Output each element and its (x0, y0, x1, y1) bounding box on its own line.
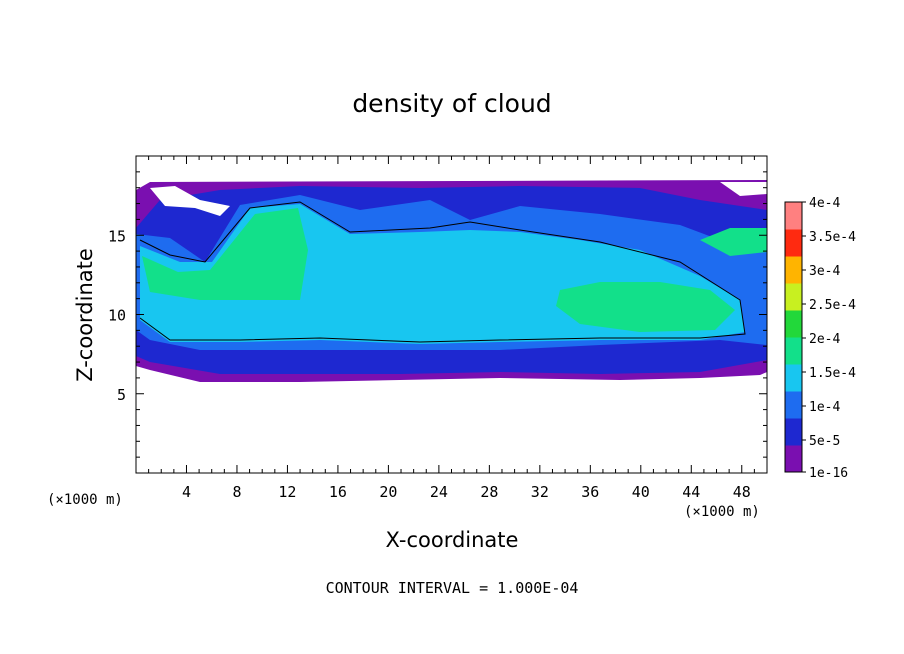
colorbar-label: 3e-4 (809, 264, 840, 279)
x-tick-label: 36 (581, 483, 599, 501)
colorbar-band (785, 364, 802, 392)
x-tick-label: 24 (430, 483, 448, 501)
x-tick-label: 8 (232, 483, 241, 501)
y-axis-label: Z-coordinate (73, 248, 97, 382)
colorbar: 4e-4 3.5e-4 3e-4 2.5e-4 2e-4 1.5e-4 1e-4 5e-5 1e… (784, 196, 856, 481)
colorbar-label: 1e-4 (809, 400, 840, 415)
y-tick-label: 5 (117, 386, 126, 404)
field-level-2e-4-east (556, 282, 735, 332)
field-hole-1e-16-east (720, 182, 767, 196)
colorbar-label: 2e-4 (809, 332, 840, 347)
x-tick-label: 28 (480, 483, 498, 501)
colorbar-band (785, 256, 802, 284)
x-tick-label: 48 (733, 483, 751, 501)
colorbar-label: 2.5e-4 (809, 298, 856, 313)
x-tick-label: 12 (278, 483, 296, 501)
colorbar-band (785, 337, 802, 365)
colorbar-band (785, 310, 802, 338)
field-level-2e-4-top (700, 228, 767, 256)
x-tick-label: 16 (329, 483, 347, 501)
y-axis-ticks: 5 10 15 (108, 171, 767, 458)
y-tick-label: 15 (108, 227, 126, 245)
colorbar-band (785, 391, 802, 419)
colorbar-frame (784, 201, 803, 473)
colorbar-band (785, 229, 802, 257)
x-tick-label: 20 (379, 483, 397, 501)
y-tick-label: 10 (108, 307, 126, 325)
cloud-density-field (136, 180, 767, 382)
chart-title: density of cloud (352, 89, 551, 118)
colorbar-band (785, 445, 802, 473)
x-axis-label: X-coordinate (386, 528, 519, 552)
colorbar-band (785, 283, 802, 311)
x-axis-unit-right: (×1000 m) (684, 504, 760, 520)
x-tick-label: 32 (531, 483, 549, 501)
colorbar-band (785, 418, 802, 446)
field-hole-1e-16 (150, 186, 230, 216)
x-tick-label: 40 (632, 483, 650, 501)
colorbar-label: 4e-4 (809, 196, 840, 211)
contour-1e-4 (139, 201, 746, 343)
x-axis-ticks: 4 8 12 16 20 24 28 32 36 40 44 48 (148, 156, 755, 501)
colorbar-label: 3.5e-4 (809, 230, 856, 245)
contour-interval-note: CONTOUR INTERVAL = 1.000E-04 (326, 579, 579, 597)
field-level-2e-4 (142, 208, 308, 300)
x-tick-label: 4 (182, 483, 191, 501)
colorbar-band (785, 202, 802, 230)
x-tick-label: 44 (682, 483, 700, 501)
colorbar-label: 1e-16 (809, 466, 848, 481)
colorbar-label: 5e-5 (809, 434, 840, 449)
x-axis-unit-left: (×1000 m) (47, 492, 123, 508)
colorbar-label: 1.5e-4 (809, 366, 856, 381)
